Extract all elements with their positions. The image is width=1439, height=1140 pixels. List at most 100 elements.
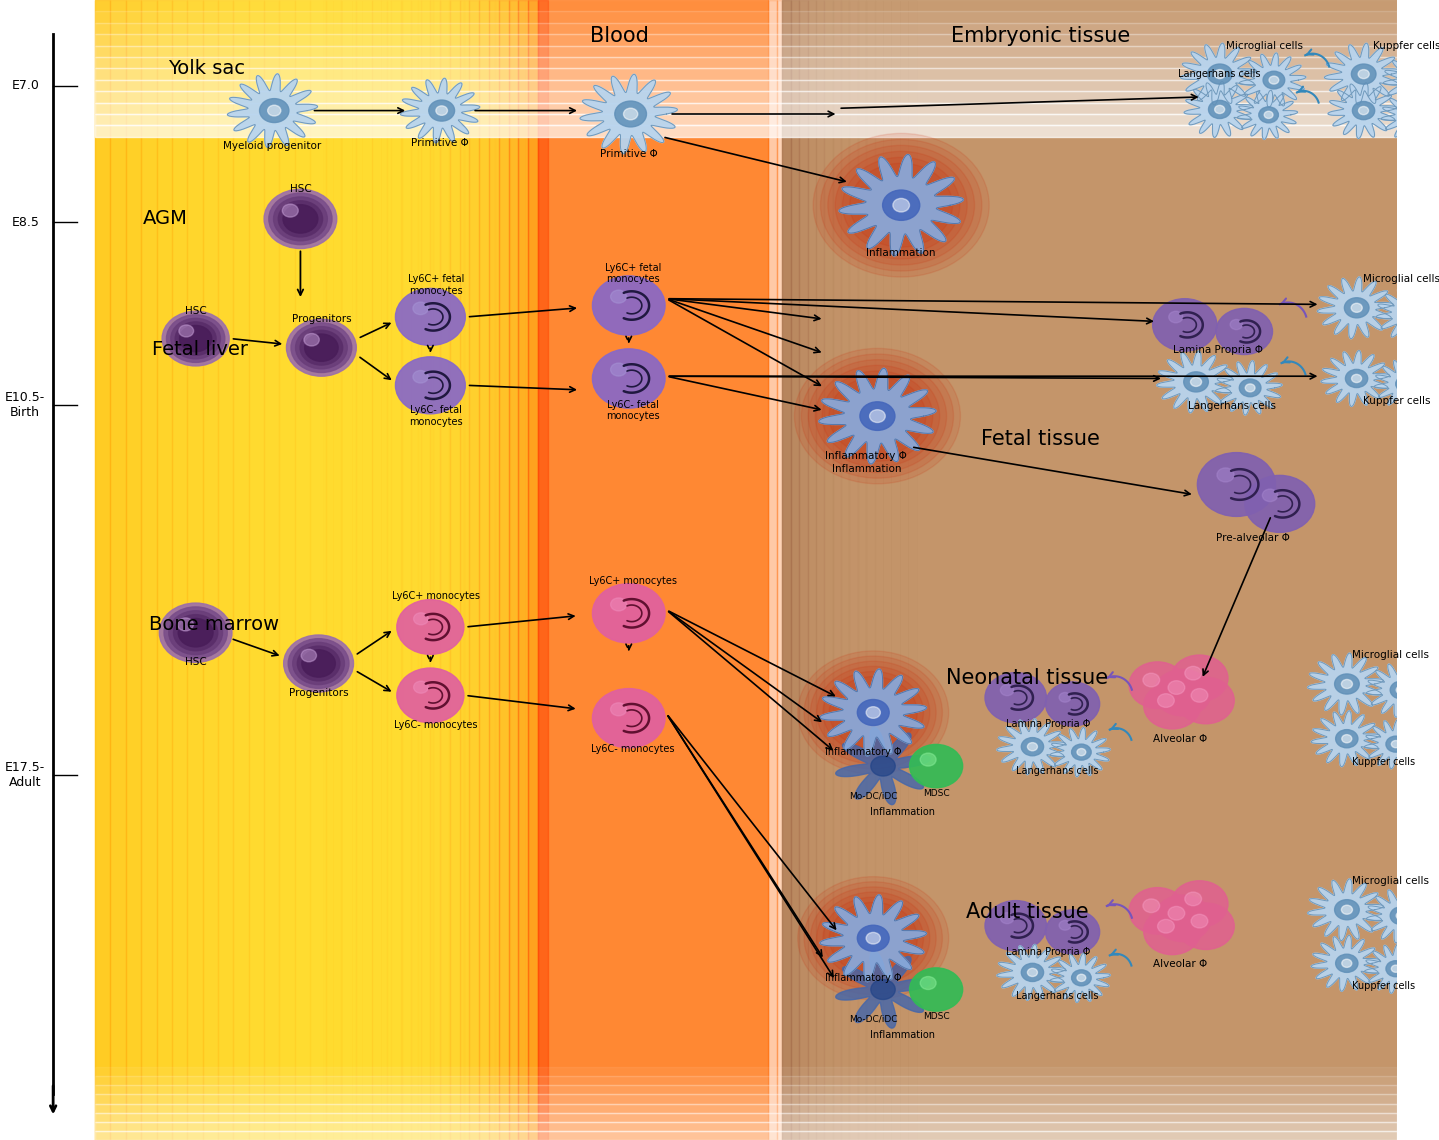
Bar <box>489 0 499 1140</box>
Text: E7.0: E7.0 <box>12 79 39 92</box>
Bar <box>361 0 371 1140</box>
Bar <box>861 0 869 1140</box>
Circle shape <box>1351 374 1361 383</box>
Circle shape <box>1157 693 1174 707</box>
Text: Adult tissue: Adult tissue <box>966 902 1088 922</box>
Circle shape <box>797 877 948 1000</box>
Bar <box>157 0 171 1140</box>
Circle shape <box>986 673 1046 723</box>
Circle shape <box>1197 453 1275 516</box>
Text: Ly6C+ monocytes: Ly6C+ monocytes <box>589 577 676 586</box>
Bar <box>95 103 1397 114</box>
Bar <box>836 0 843 1140</box>
Circle shape <box>1406 310 1416 318</box>
Text: HSC: HSC <box>184 307 207 316</box>
Circle shape <box>1351 303 1363 312</box>
Circle shape <box>802 355 954 478</box>
Text: Ly6C+ monocytes: Ly6C+ monocytes <box>391 592 481 601</box>
Bar <box>602 0 617 1140</box>
Polygon shape <box>997 945 1065 1001</box>
Circle shape <box>160 603 232 662</box>
Circle shape <box>593 689 665 748</box>
Circle shape <box>823 897 924 979</box>
Bar <box>387 0 403 1140</box>
Text: Yolk sac: Yolk sac <box>168 59 245 78</box>
Polygon shape <box>1364 944 1425 993</box>
Circle shape <box>593 276 665 335</box>
Bar <box>786 0 793 1140</box>
Text: Progenitors: Progenitors <box>289 689 348 698</box>
Bar <box>902 0 911 1140</box>
Bar <box>410 0 420 1140</box>
Bar <box>203 0 217 1140</box>
Bar <box>95 1104 1397 1113</box>
Polygon shape <box>1376 286 1439 341</box>
Circle shape <box>301 331 342 365</box>
Text: Pre-alveolar Φ: Pre-alveolar Φ <box>1216 534 1291 543</box>
Text: Bone marrow: Bone marrow <box>148 616 279 634</box>
Circle shape <box>1177 677 1235 724</box>
Circle shape <box>1392 966 1400 972</box>
Bar <box>538 0 548 1140</box>
Polygon shape <box>1157 351 1232 413</box>
Text: Progenitors: Progenitors <box>292 315 351 324</box>
Text: MDSC: MDSC <box>922 1012 950 1021</box>
Circle shape <box>858 700 889 725</box>
Polygon shape <box>1216 360 1282 415</box>
Circle shape <box>850 163 953 247</box>
Circle shape <box>1344 298 1368 318</box>
Circle shape <box>804 656 943 768</box>
Text: Inflammatory Φ: Inflammatory Φ <box>825 974 902 983</box>
Circle shape <box>810 887 937 990</box>
Circle shape <box>1209 100 1230 119</box>
Polygon shape <box>1381 91 1439 140</box>
Circle shape <box>1076 975 1086 982</box>
Bar <box>541 0 555 1140</box>
Bar <box>433 0 449 1140</box>
Text: Inflammatory Φ: Inflammatory Φ <box>826 451 907 461</box>
Bar <box>125 0 141 1140</box>
Circle shape <box>1245 475 1315 532</box>
Circle shape <box>177 618 193 630</box>
Circle shape <box>1386 961 1406 977</box>
Circle shape <box>1191 689 1207 702</box>
Circle shape <box>909 968 963 1011</box>
Bar <box>95 34 1397 46</box>
Text: Blood: Blood <box>590 26 649 47</box>
Text: Fetal liver: Fetal liver <box>153 341 248 359</box>
Bar <box>371 0 387 1140</box>
Circle shape <box>1046 682 1099 726</box>
Circle shape <box>286 319 357 376</box>
Circle shape <box>882 190 920 220</box>
Text: MDSC: MDSC <box>922 789 950 798</box>
Text: Fetal tissue: Fetal tissue <box>981 429 1101 449</box>
Circle shape <box>164 606 227 659</box>
Text: Neonatal tissue: Neonatal tissue <box>945 668 1108 689</box>
Circle shape <box>804 882 943 994</box>
Circle shape <box>986 901 1046 951</box>
Bar <box>95 1067 1397 1076</box>
Circle shape <box>823 671 924 754</box>
Bar <box>816 0 825 1140</box>
Bar <box>95 1113 1397 1122</box>
Circle shape <box>304 333 319 347</box>
Polygon shape <box>1239 52 1307 107</box>
Bar <box>509 0 525 1140</box>
Circle shape <box>829 903 917 974</box>
Text: Microglial cells: Microglial cells <box>1226 41 1302 50</box>
Bar <box>479 0 489 1140</box>
Circle shape <box>920 754 937 766</box>
Circle shape <box>1263 71 1285 89</box>
Circle shape <box>1171 656 1227 701</box>
Circle shape <box>1000 685 1014 695</box>
Text: Primitive Φ: Primitive Φ <box>412 138 469 147</box>
Circle shape <box>1341 679 1353 689</box>
Circle shape <box>178 619 213 646</box>
Circle shape <box>292 643 344 684</box>
Circle shape <box>283 635 354 692</box>
Circle shape <box>1392 741 1400 748</box>
Circle shape <box>259 98 289 123</box>
Circle shape <box>1215 105 1225 114</box>
Polygon shape <box>836 951 931 1028</box>
Bar <box>95 46 1397 57</box>
